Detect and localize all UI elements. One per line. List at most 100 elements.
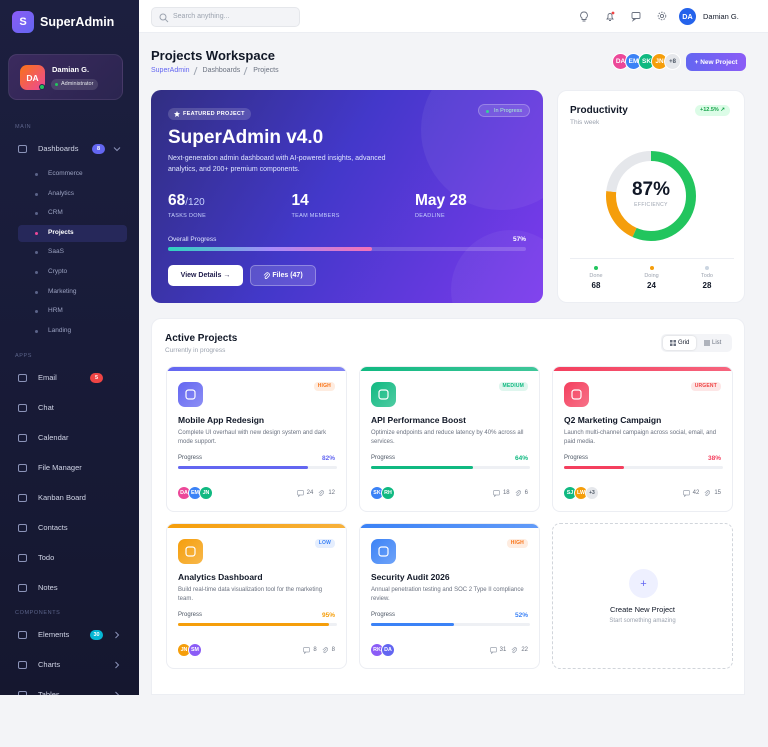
clip-icon <box>704 490 711 497</box>
project-card[interactable]: HIGH Mobile App Redesign Complete UI overh… <box>166 366 347 512</box>
nav-section-label: COMPONENTS <box>15 609 61 616</box>
nav-item[interactable]: Email 5 <box>8 368 131 388</box>
nav-icon <box>18 630 27 639</box>
project-card[interactable]: HIGH Security Audit 2026 Annual penetratio… <box>359 523 540 669</box>
search-input[interactable]: Search anything... <box>151 7 300 27</box>
view-option[interactable]: List <box>697 336 730 350</box>
nav-subitem[interactable]: CRM <box>18 205 127 222</box>
nav-label: Contacts <box>38 522 68 532</box>
stat-suffix: /120 <box>185 197 205 208</box>
nav-subitem[interactable]: Landing <box>18 323 127 340</box>
avatar: SM <box>188 643 202 657</box>
comments-count: 31 <box>499 647 507 653</box>
project-description: Launch multi-channel campaign across soc… <box>564 430 717 445</box>
card-stripe <box>360 524 539 528</box>
files-count: 15 <box>714 490 721 496</box>
project-card[interactable]: MEDIUM API Performance Boost Optimize endp… <box>359 366 540 512</box>
nav-subitem[interactable]: Ecommerce <box>18 166 127 183</box>
nav-icon <box>18 463 27 472</box>
donut-segment <box>606 151 696 241</box>
comments-count: 18 <box>502 490 510 496</box>
nav-section-label: MAIN <box>15 124 32 130</box>
nav-badge: 5 <box>90 372 103 383</box>
icon <box>606 11 615 21</box>
nav-subitem[interactable]: Analytics <box>18 186 127 203</box>
nav-section-label: APPS <box>15 352 33 359</box>
nav-icon <box>18 660 27 669</box>
new-project-button[interactable]: + New Project <box>686 53 746 71</box>
decor-circle <box>451 230 543 303</box>
sidebar: S SuperAdmin DA Damian G. Administrator MAIN D… <box>0 0 139 695</box>
view-details-button[interactable]: View Details → <box>168 265 243 286</box>
progress-track <box>371 623 530 626</box>
nav-item[interactable]: Elements 30 <box>8 625 131 645</box>
breadcrumb-item[interactable]: Dashboards <box>202 67 241 74</box>
progress-track <box>178 466 337 469</box>
nav-subitem-dot <box>35 251 38 255</box>
comment-icon <box>489 647 497 654</box>
card-title: Productivity <box>570 105 628 116</box>
progress-fill <box>178 623 330 626</box>
nav-item[interactable]: Contacts <box>8 518 131 538</box>
nav-item[interactable]: Chat <box>8 398 131 418</box>
nav-subitem[interactable]: SaaS <box>18 244 127 261</box>
nav-item[interactable]: Calendar <box>8 428 131 448</box>
efficiency-value: 87% <box>631 179 671 200</box>
nav-subitem[interactable]: Marketing <box>18 284 127 301</box>
role-dot <box>55 83 58 86</box>
topbar-user-name[interactable]: Damian G. <box>703 12 739 21</box>
nav-item[interactable]: Kanban Board <box>8 488 131 508</box>
nav-icon <box>18 553 27 562</box>
topbar-icon-button[interactable] <box>605 11 616 22</box>
search-placeholder: Search anything... <box>173 13 230 20</box>
avatar: EM <box>188 486 202 500</box>
priority-pill: HIGH <box>506 539 528 548</box>
progress-value: 57% <box>512 236 526 243</box>
breadcrumb-item[interactable]: SuperAdmin <box>151 67 190 74</box>
nav-item[interactable]: Todo <box>8 548 131 568</box>
stat-label: TASKS DONE <box>168 213 207 219</box>
brand-logo: S <box>12 11 34 33</box>
nav-subitem-label: Analytics <box>48 189 75 197</box>
nav-subitem-dot <box>35 271 38 274</box>
stat-label: DEADLINE <box>415 213 445 219</box>
nav-item[interactable]: Dashboards 8 <box>8 139 131 159</box>
panel-title: Active Projects <box>165 333 238 344</box>
progress-label: Progress <box>371 612 396 618</box>
nav-item[interactable]: Notes <box>8 578 131 598</box>
nav-subitem[interactable]: HRM <box>18 303 127 320</box>
nav-subitem[interactable]: Projects <box>18 224 127 242</box>
project-card[interactable]: LOW Analytics Dashboard Build real-time da… <box>166 523 347 669</box>
nav-label: Email <box>38 372 57 382</box>
view-icon <box>704 340 710 346</box>
nav-item[interactable]: Charts <box>8 655 131 675</box>
nav-subitem[interactable]: Crypto <box>18 264 127 281</box>
progress-track <box>178 623 337 626</box>
progress-value: 52% <box>514 612 528 619</box>
files-count: 12 <box>328 490 335 496</box>
chevron-right <box>115 631 120 639</box>
topbar-icon-button[interactable] <box>631 11 642 22</box>
files-button[interactable]: Files (47) <box>250 265 316 286</box>
breadcrumb-separator <box>243 67 251 75</box>
progress-value: 82% <box>321 455 335 462</box>
topbar-icon-button[interactable] <box>579 11 590 22</box>
comments-count: 24 <box>306 490 314 496</box>
topbar-icon-button[interactable] <box>657 11 668 22</box>
nav-label: Charts <box>38 659 61 669</box>
nav-item[interactable]: File Manager <box>8 458 131 478</box>
comment-icon <box>296 490 304 497</box>
progress-value: 95% <box>321 612 335 619</box>
project-name: Analytics Dashboard <box>178 572 263 582</box>
stat-value: 68/120 <box>168 192 205 209</box>
comment-icon <box>303 647 311 654</box>
project-card[interactable]: URGENT Q2 Marketing Campaign Launch multi-… <box>552 366 733 512</box>
progress-fill <box>371 623 454 626</box>
card-stripe <box>360 367 539 371</box>
breadcrumb-separator <box>193 67 200 75</box>
view-option[interactable]: Grid <box>663 336 696 350</box>
create-project-card[interactable]: + Create New Project Start something amazi… <box>552 523 733 669</box>
files-count: 8 <box>331 647 335 653</box>
nav-item[interactable]: Tables <box>8 685 131 695</box>
